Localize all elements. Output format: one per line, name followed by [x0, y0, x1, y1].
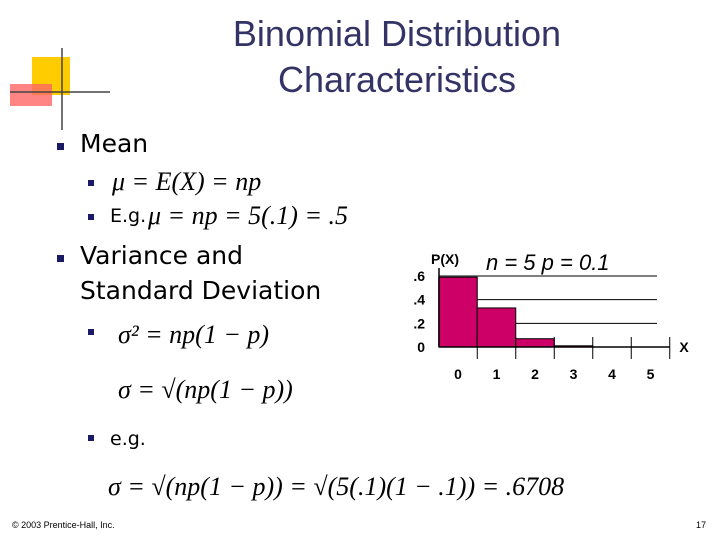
- bullet: [57, 143, 64, 150]
- bullet: [88, 214, 94, 220]
- x-axis-label: X: [679, 339, 689, 355]
- formula: μ = np = 5(.1) = .5: [147, 201, 348, 230]
- bullet-text: e.g.: [110, 428, 146, 450]
- bullet: [88, 180, 94, 186]
- bar: [438, 276, 478, 348]
- x-tick-label: 3: [570, 366, 578, 382]
- bullet-text: E.g.: [110, 205, 146, 227]
- formula: σ = √(np(1 − p)) = √(5(.1)(1 − .1)) = .6…: [108, 472, 564, 501]
- x-tick-label: 2: [531, 366, 539, 382]
- decor: [10, 84, 52, 106]
- bullet: [88, 329, 94, 335]
- annotation: n = 5 p = 0.1: [486, 250, 610, 275]
- footer: © 2003 Prentice-Hall, Inc.: [12, 520, 115, 530]
- x-tick-label: 1: [493, 366, 501, 382]
- bullet: [57, 255, 64, 262]
- y-tick-label: .6: [413, 268, 425, 284]
- x-tick-label: 4: [608, 366, 616, 382]
- bullet-text: Variance and: [80, 241, 243, 270]
- title: Binomial Distribution: [233, 13, 561, 54]
- formula: σ² = np(1 − p): [118, 320, 269, 349]
- bar: [476, 307, 517, 348]
- formula: σ = √(np(1 − p)): [118, 375, 293, 404]
- title: Characteristics: [278, 59, 516, 100]
- page-number: 17: [696, 520, 706, 530]
- formula: μ = E(X) = np: [111, 167, 261, 196]
- y-tick-label: .2: [413, 315, 425, 331]
- y-axis-label: P(X): [431, 251, 459, 267]
- x-tick-label: 0: [454, 366, 462, 382]
- y-tick-label: .4: [413, 292, 425, 308]
- bar: [515, 338, 555, 348]
- bullet-text: Mean: [80, 129, 148, 158]
- bullet-text: Standard Deviation: [80, 276, 321, 305]
- y-tick-label: 0: [417, 339, 425, 355]
- x-tick-label: 5: [647, 366, 655, 382]
- bullet: [88, 435, 94, 441]
